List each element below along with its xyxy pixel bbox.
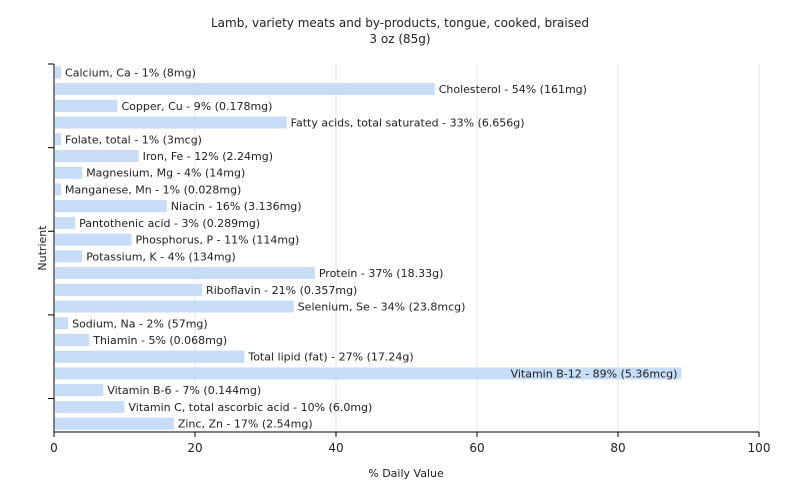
- bar: [55, 216, 76, 229]
- bar: [55, 200, 167, 213]
- bar-label: Riboflavin - 21% (0.357mg): [206, 284, 357, 297]
- bar: [55, 99, 118, 112]
- bar: [55, 417, 174, 430]
- bar: [55, 250, 83, 263]
- bar: [55, 150, 139, 162]
- bar-label: Calcium, Ca - 1% (8mg): [65, 66, 196, 79]
- bar-label: Folate, total - 1% (3mcg): [65, 133, 202, 146]
- bar: [55, 367, 682, 380]
- bar: [55, 350, 245, 363]
- bar: [55, 283, 203, 296]
- bar-label: Fatty acids, total saturated - 33% (6.65…: [291, 117, 525, 130]
- chart-title-block: Lamb, variety meats and by-products, ton…: [0, 15, 800, 47]
- bar: [55, 183, 62, 196]
- bar: [55, 317, 69, 330]
- axes: 0 20 40 60 80 100: [48, 63, 771, 455]
- x-tick-label: 40: [328, 441, 343, 455]
- bar: [55, 83, 435, 96]
- bars: Calcium, Ca - 1% (8mg) Cholesterol - 54% …: [55, 66, 682, 431]
- bar: [55, 233, 132, 246]
- bar-label: Pantothenic acid - 3% (0.289mg): [79, 217, 260, 230]
- x-tick-label: 80: [610, 441, 625, 455]
- bar-label: Cholesterol - 54% (161mg): [439, 83, 587, 96]
- x-tick-label: 20: [187, 441, 202, 455]
- bar-label: Vitamin C, total ascorbic acid - 10% (6.…: [129, 401, 373, 414]
- bar: [55, 400, 125, 413]
- bar-label: Iron, Fe - 12% (2.24mg): [143, 150, 273, 163]
- y-axis-label: Nutrient: [36, 225, 49, 271]
- bar: [55, 267, 315, 280]
- bar-label: Selenium, Se - 34% (23.8mcg): [298, 301, 466, 314]
- bar: [55, 384, 104, 397]
- bar: [55, 300, 294, 313]
- bar: [55, 334, 90, 346]
- bar: [55, 166, 83, 179]
- bar: [55, 133, 62, 146]
- chart-title: Lamb, variety meats and by-products, ton…: [211, 16, 589, 30]
- bar-label: Zinc, Zn - 17% (2.54mg): [178, 418, 313, 431]
- bar-label: Vitamin B-12 - 89% (5.36mcg): [511, 367, 678, 380]
- bar-label: Total lipid (fat) - 27% (17.24g): [247, 351, 413, 364]
- bar-label: Copper, Cu - 9% (0.178mg): [121, 100, 272, 113]
- bar: [55, 66, 62, 79]
- bar-label: Magnesium, Mg - 4% (14mg): [86, 167, 245, 180]
- x-axis-label: % Daily Value: [368, 467, 444, 480]
- chart-subtitle: 3 oz (85g): [369, 32, 431, 46]
- bar-label: Thiamin - 5% (0.068mg): [92, 334, 227, 347]
- x-tick-label: 0: [50, 441, 58, 455]
- bar-label: Sodium, Na - 2% (57mg): [72, 317, 208, 330]
- bar-label: Vitamin B-6 - 7% (0.144mg): [107, 384, 261, 397]
- bar: [55, 116, 287, 129]
- bar-label: Niacin - 16% (3.136mg): [171, 200, 302, 213]
- x-tick-label: 100: [748, 441, 771, 455]
- x-tick-label: 60: [469, 441, 484, 455]
- bar-label: Manganese, Mn - 1% (0.028mg): [65, 183, 241, 196]
- bar-label: Potassium, K - 4% (134mg): [86, 250, 236, 263]
- bar-label: Phosphorus, P - 11% (114mg): [136, 234, 300, 247]
- bar-label: Protein - 37% (18.33g): [319, 267, 444, 280]
